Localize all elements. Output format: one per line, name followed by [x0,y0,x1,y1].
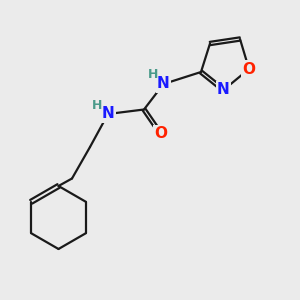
Text: O: O [242,61,256,76]
Text: O: O [154,126,167,141]
Text: N: N [157,76,170,92]
Text: N: N [102,106,114,122]
Text: N: N [217,82,230,98]
Text: H: H [148,68,158,82]
Text: H: H [92,99,103,112]
